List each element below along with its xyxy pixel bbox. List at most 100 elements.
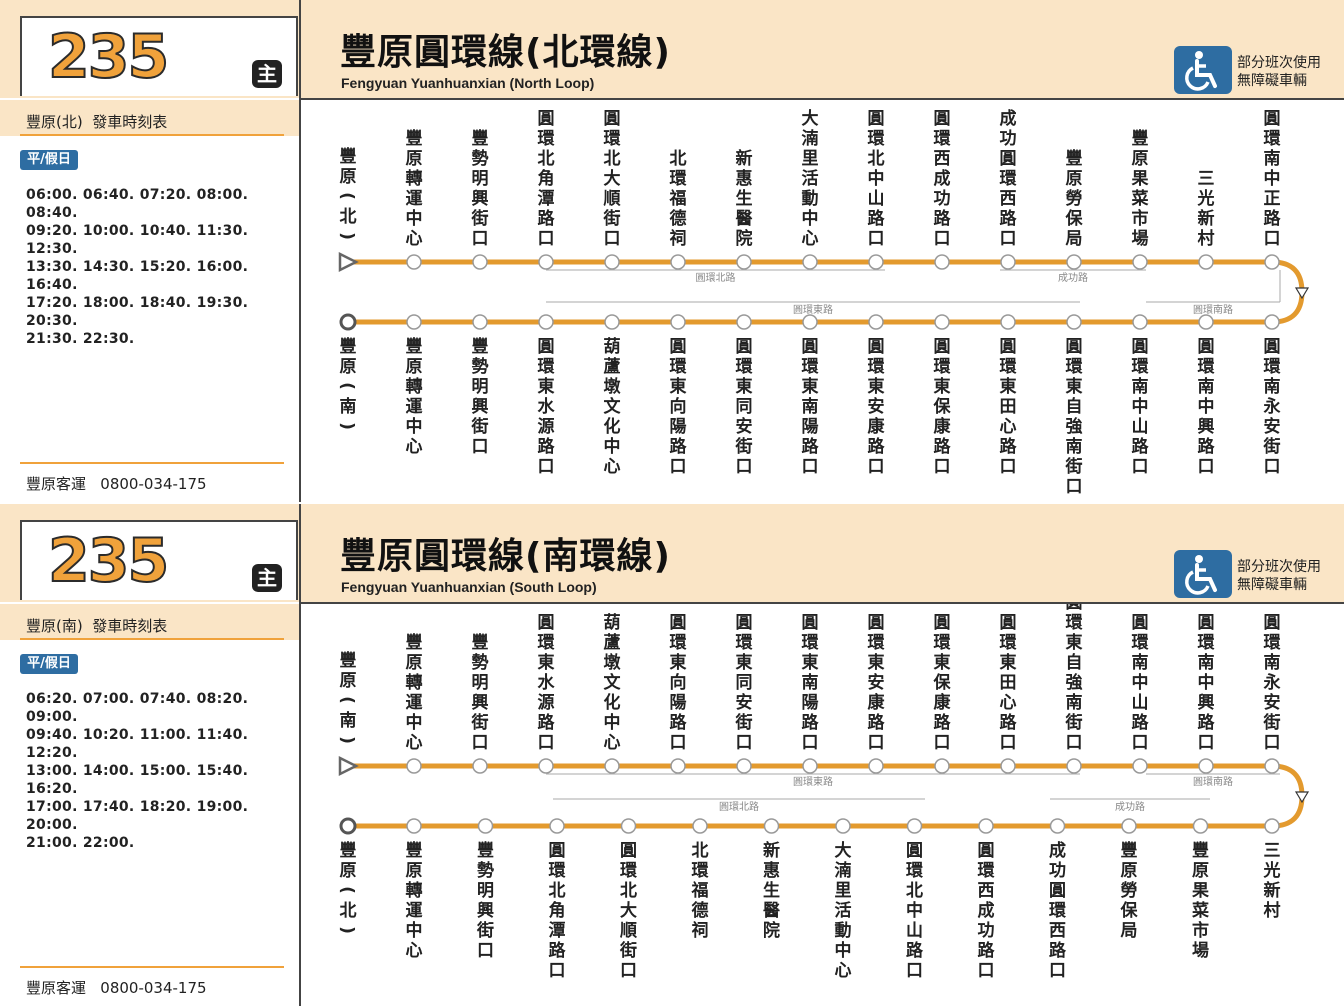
- svg-text:醫: 醫: [763, 901, 780, 921]
- svg-text:興: 興: [472, 692, 489, 713]
- svg-text:豐: 豐: [1066, 148, 1083, 169]
- stop-marker: [472, 758, 488, 774]
- svg-text:街: 街: [1263, 712, 1281, 733]
- svg-text:安: 安: [868, 396, 885, 417]
- svg-text:街: 街: [619, 940, 637, 961]
- svg-text:心: 心: [406, 229, 423, 249]
- svg-text:北: 北: [868, 149, 885, 169]
- svg-text:路: 路: [670, 712, 688, 733]
- svg-text:環: 環: [978, 861, 996, 881]
- svg-text:豐: 豐: [340, 840, 357, 861]
- column-divider: [299, 0, 301, 502]
- svg-text:湳: 湳: [802, 128, 819, 149]
- svg-text:明: 明: [472, 377, 489, 397]
- svg-text:圓: 圓: [1132, 613, 1149, 633]
- svg-text:環: 環: [1132, 357, 1150, 377]
- svg-text:街: 街: [471, 712, 489, 733]
- svg-text:運: 運: [406, 693, 423, 713]
- accessibility-line2: 無障礙車輛: [1237, 73, 1307, 89]
- svg-text:): ): [337, 736, 357, 744]
- svg-text:興: 興: [1198, 416, 1215, 437]
- svg-text:口: 口: [868, 457, 885, 477]
- svg-text:光: 光: [1197, 188, 1215, 209]
- svg-text:中: 中: [906, 900, 923, 921]
- svg-text:圓: 圓: [868, 337, 885, 357]
- svg-text:豐: 豐: [472, 632, 489, 653]
- stop-marker: [472, 254, 488, 270]
- svg-text:中: 中: [406, 416, 423, 437]
- svg-text:心: 心: [406, 437, 423, 457]
- end-terminal-label: 豐原 (南): [337, 336, 357, 430]
- svg-text:原: 原: [406, 149, 423, 169]
- svg-text:圓: 圓: [549, 841, 566, 861]
- stop-marker: [802, 758, 818, 774]
- svg-text:口: 口: [1264, 733, 1281, 753]
- svg-text:果: 果: [1192, 881, 1209, 901]
- svg-text:南: 南: [1066, 692, 1083, 713]
- svg-text:生: 生: [736, 188, 753, 209]
- svg-text:活: 活: [835, 900, 852, 921]
- svg-text:湳: 湳: [835, 860, 852, 881]
- route-number: 235: [47, 22, 170, 92]
- svg-text:環: 環: [736, 633, 754, 653]
- route-diagram: 豐原(南)豐原(北)豐原轉運中心豐勢明興街口圓環東水源路口葫蘆墩文化中心圓環東向…: [337, 604, 1310, 981]
- departure-times: 06:00. 06:40. 07:20. 08:00. 08:40. 09:20…: [26, 187, 249, 347]
- footer-divider: [20, 462, 284, 464]
- svg-text:安: 安: [1264, 416, 1281, 437]
- stop-marker: [406, 758, 422, 774]
- stop-marker: [835, 818, 851, 834]
- svg-text:南: 南: [1264, 376, 1281, 397]
- svg-text:口: 口: [934, 733, 951, 753]
- svg-text:口: 口: [1000, 229, 1017, 249]
- svg-text:中: 中: [802, 208, 819, 229]
- svg-text:原: 原: [406, 357, 423, 377]
- svg-text:中: 中: [1132, 672, 1149, 693]
- svg-text:北: 北: [538, 149, 555, 169]
- svg-text:大: 大: [620, 900, 637, 921]
- stop-marker: [736, 254, 752, 270]
- stop-marker: [670, 254, 686, 270]
- svg-text:原: 原: [340, 167, 357, 187]
- svg-text:福: 福: [669, 188, 687, 209]
- svg-text:圓: 圓: [1264, 109, 1281, 129]
- svg-text:路: 路: [538, 208, 556, 229]
- svg-text:豐: 豐: [406, 336, 423, 357]
- svg-text:田: 田: [1000, 673, 1017, 693]
- stop-marker: [1132, 314, 1148, 330]
- svg-text:院: 院: [736, 228, 753, 249]
- stop-marker: [406, 314, 422, 330]
- svg-text:心: 心: [802, 229, 819, 249]
- svg-text:環: 環: [549, 861, 567, 881]
- main-route-badge: 主: [252, 60, 282, 88]
- svg-text:中: 中: [1198, 396, 1215, 417]
- svg-text:村: 村: [1264, 900, 1281, 921]
- svg-text:路: 路: [1049, 940, 1067, 961]
- svg-text:中: 中: [604, 712, 621, 733]
- svg-text:圓: 圓: [1264, 613, 1281, 633]
- stop-marker: [1000, 758, 1016, 774]
- svg-text:安: 安: [736, 692, 753, 713]
- accessibility-note: 部分班次使用 無障礙車輛: [1237, 54, 1321, 90]
- svg-text:勢: 勢: [477, 860, 494, 881]
- svg-text:北: 北: [549, 881, 566, 901]
- svg-text:口: 口: [978, 961, 995, 981]
- start-terminal-icon: [338, 755, 359, 777]
- svg-text:西: 西: [1049, 921, 1066, 941]
- svg-text:街: 街: [471, 416, 489, 437]
- route-diagram: 豐原(北)豐原(南)豐原轉運中心豐勢明興街口圓環北角潭路口圓環北大順街口北環福德…: [337, 108, 1310, 497]
- svg-text:轉: 轉: [406, 672, 423, 693]
- route-subtitle: Fengyuan Yuanhuanxian (South Loop): [341, 579, 597, 595]
- svg-text:圓: 圓: [538, 613, 555, 633]
- svg-text:原: 原: [1121, 861, 1138, 881]
- stop-marker: [802, 254, 818, 270]
- svg-text:環: 環: [802, 633, 820, 653]
- svg-text:永: 永: [1263, 396, 1281, 417]
